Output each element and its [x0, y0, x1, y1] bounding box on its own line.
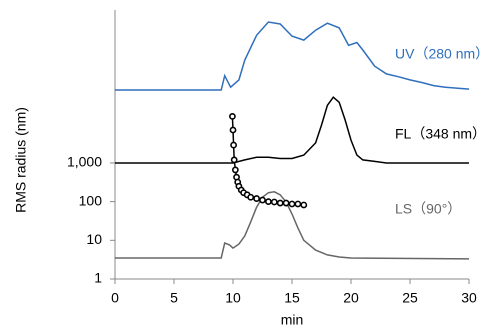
data-point: [264, 198, 272, 206]
data-point: [230, 141, 237, 149]
data-point: [282, 199, 290, 207]
data-point: [231, 166, 239, 174]
data-point: [229, 126, 237, 134]
series-line: [115, 191, 470, 260]
data-point: [229, 112, 236, 120]
data-point: [300, 201, 308, 209]
data-point: [259, 196, 266, 204]
y-tick-label: 1,000: [67, 154, 102, 170]
x-tick-label: 10: [225, 290, 241, 306]
x-tick-label: 15: [284, 290, 300, 306]
data-point: [247, 193, 255, 201]
y-axis-label: RMS radius (nm): [13, 107, 29, 213]
data-point: [270, 198, 278, 206]
x-tick-label: 25: [402, 290, 418, 306]
series-label: UV（280 nm）: [395, 46, 489, 62]
series-label: FL（348 nm）: [395, 126, 486, 142]
data-point: [276, 199, 284, 207]
y-tick-label: 100: [79, 192, 103, 208]
data-point: [230, 156, 238, 164]
data-point: [288, 200, 296, 208]
x-tick-label: 5: [170, 290, 178, 306]
x-tick-label: 20: [343, 290, 359, 306]
series-line: [115, 96, 469, 164]
x-tick-label: 0: [111, 290, 119, 306]
series-line: [115, 21, 470, 91]
series-label: LS（90°）: [395, 201, 461, 217]
x-tick-label: 30: [461, 290, 477, 306]
x-axis-label: min: [281, 312, 304, 328]
data-point: [253, 195, 260, 202]
data-point: [294, 200, 302, 208]
y-tick-label: 10: [86, 231, 102, 247]
y-tick-label: 1: [94, 270, 102, 286]
